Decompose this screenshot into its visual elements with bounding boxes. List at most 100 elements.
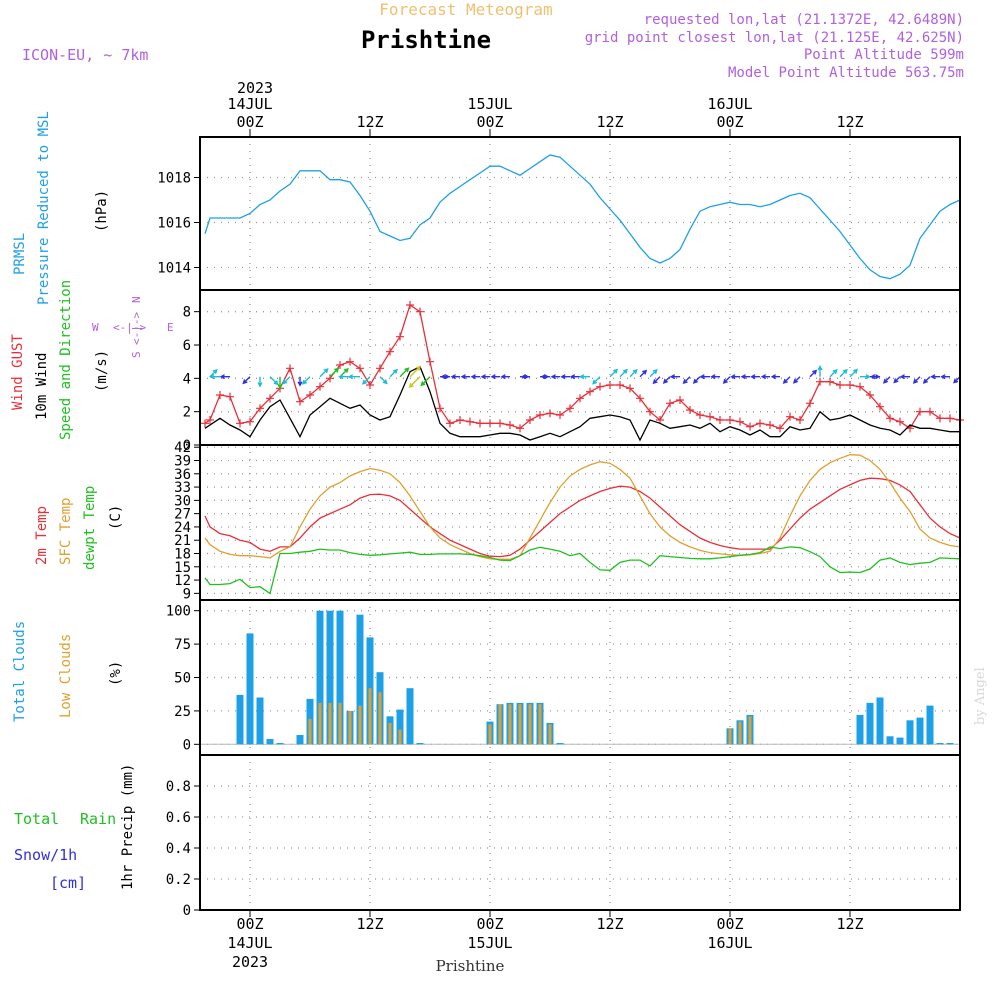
gust-marker	[576, 394, 584, 403]
y-tick-label: 9	[183, 586, 191, 602]
footer-station: Prishtine	[436, 957, 505, 975]
wind-direction-arrow	[930, 374, 940, 380]
gust-marker	[386, 347, 394, 356]
gust-marker	[336, 361, 344, 369]
gust-marker	[736, 417, 744, 426]
bottom-tick-label: 00Z	[236, 915, 263, 933]
wind-direction-arrow	[520, 374, 530, 380]
total-cloud-bar	[946, 743, 954, 745]
gust-marker	[666, 399, 674, 408]
prmsl-label: PRMSL	[12, 233, 28, 275]
y-tick-label: 18	[174, 547, 191, 563]
low-cloud-bar	[378, 692, 382, 745]
y-tick-label: 42	[174, 440, 191, 456]
gust-marker	[316, 382, 324, 391]
wind-direction-arrow	[569, 374, 580, 380]
gust-marker	[536, 411, 544, 419]
y-tick-label: 21	[174, 533, 191, 549]
wind-direction-arrow	[242, 376, 251, 385]
y-tick-label: 15	[174, 560, 191, 576]
wind-direction-arrow	[662, 376, 671, 384]
top-tick-label: 00Z	[236, 113, 263, 131]
gust-marker	[946, 414, 954, 423]
wind-direction-arrow	[329, 367, 340, 378]
model-label: ICON-EU, ~ 7km	[22, 46, 148, 64]
gust-marker	[236, 419, 244, 428]
gust-marker	[446, 419, 454, 428]
gust-marker	[496, 419, 504, 428]
low-cloud-bar	[308, 718, 312, 745]
gust-marker	[396, 332, 404, 341]
series-10m-wind	[204, 365, 960, 442]
dewpt-label: dewpt Temp	[82, 486, 98, 570]
y-tick-label: 1014	[157, 261, 191, 277]
gust-marker	[456, 416, 464, 424]
wind-direction-arrow	[550, 374, 560, 380]
station-title: Prishtine	[361, 26, 491, 54]
total-cloud-bar	[266, 739, 274, 745]
gust-marker	[556, 411, 564, 419]
temperature-labels: 2m Temp SFC Temp dewpt Temp (C)	[34, 486, 124, 570]
total-cloud-bar	[246, 633, 254, 745]
gust-marker	[886, 414, 894, 423]
total-cloud-bar	[356, 614, 364, 745]
temp-2m-label: 2m Temp	[34, 506, 50, 565]
y-tick-label: 12	[174, 573, 191, 589]
sfc-temp-label: SFC Temp	[58, 498, 74, 565]
y-tick-label: 0.6	[166, 810, 191, 826]
compass-w: W	[92, 321, 99, 334]
gust-marker	[586, 387, 594, 396]
gust-marker	[201, 419, 209, 428]
wind-direction-arrow	[652, 376, 661, 385]
y-tick-label: 0	[183, 737, 191, 753]
wind-direction-arrow	[817, 365, 823, 377]
wind-direction-arrow	[578, 374, 590, 380]
y-tick-label: 75	[174, 637, 191, 653]
wind-10m-label: 10m Wind	[34, 353, 50, 420]
y-tick-label: 0	[183, 903, 191, 919]
bottom-date-label: 14JUL	[227, 934, 272, 952]
y-tick-label: 0.4	[166, 841, 191, 857]
series-2m-temp	[204, 477, 961, 558]
series-sfc-temp	[204, 454, 961, 560]
panel-frame	[199, 136, 961, 291]
wind-direction-arrow	[770, 374, 780, 380]
gust-marker	[826, 377, 834, 386]
total-clouds-label: Total Clouds	[12, 621, 28, 722]
wind-direction-arrow	[730, 374, 740, 380]
wind-direction-arrow	[893, 376, 901, 384]
wind-direction-arrow	[740, 374, 750, 380]
low-cloud-bar	[338, 702, 342, 745]
gust-marker	[266, 394, 274, 403]
series-dewpt-temp	[204, 546, 961, 595]
wind-direction-arrow	[940, 374, 950, 380]
panel-frame	[199, 444, 961, 601]
wind-direction-arrow	[619, 368, 628, 378]
wind-direction-arrow	[540, 374, 550, 380]
low-cloud-bar	[498, 704, 502, 745]
wind-direction-arrow	[722, 376, 731, 384]
panel-frame	[199, 754, 961, 911]
y-tick-label: 0	[183, 438, 191, 454]
wind-direction-arrow	[420, 376, 431, 387]
wind-direction-arrow	[440, 374, 450, 380]
wind-direction-arrow	[750, 374, 760, 380]
wind-direction-arrow	[257, 376, 263, 388]
gust-marker	[836, 381, 844, 389]
model-point-altitude: Model Point Altitude 563.75m	[728, 65, 964, 81]
y-tick-label: 25	[174, 704, 191, 720]
gust-marker	[366, 381, 374, 389]
gust-marker	[636, 394, 644, 403]
gust-marker	[426, 357, 434, 366]
wind-direction-arrow	[692, 376, 701, 384]
compass-e: E	[167, 321, 174, 334]
wind-direction-arrow	[869, 374, 880, 380]
wind-direction-arrow	[922, 376, 931, 384]
total-cloud-bar	[296, 735, 304, 745]
compass-arrows-we: <-|->	[113, 321, 146, 334]
total-cloud-bar	[316, 610, 324, 745]
total-cloud-bar	[906, 720, 914, 745]
wind-direction-arrow	[899, 374, 910, 380]
total-cloud-bar	[276, 743, 284, 745]
bottom-tick-label: 12Z	[596, 915, 623, 933]
